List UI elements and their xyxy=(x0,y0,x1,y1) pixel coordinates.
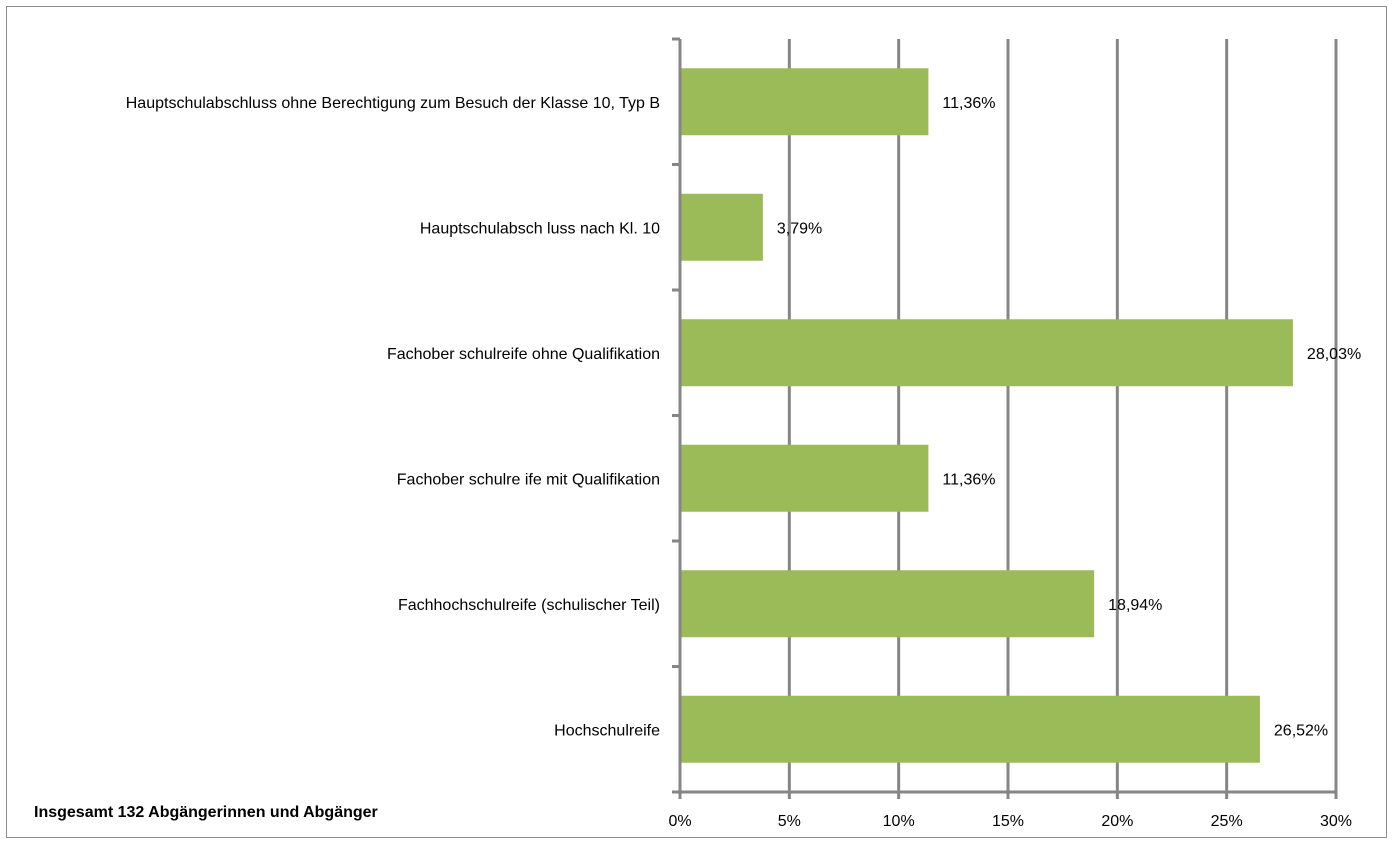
data-label: 26,52% xyxy=(1274,722,1328,739)
category-label: Fachober schulre ife mit Qualifikation xyxy=(397,471,660,488)
category-label: Hauptschulabsch luss nach Kl. 10 xyxy=(420,220,660,237)
labels: Hauptschulabschluss ohne Berechtigung zu… xyxy=(126,95,1361,830)
category-label: Fachhochschulreife (schulischer Teil) xyxy=(398,597,660,614)
x-tick-label: 30% xyxy=(1320,813,1352,830)
bar xyxy=(680,319,1293,387)
category-label: Hochschulreife xyxy=(554,722,660,739)
bars xyxy=(680,68,1293,763)
x-tick-label: 5% xyxy=(778,813,801,830)
data-label: 28,03% xyxy=(1307,346,1361,363)
gridlines xyxy=(787,39,1338,792)
x-tick-label: 15% xyxy=(992,813,1024,830)
category-label: Fachober schulreife ohne Qualifikation xyxy=(387,346,660,363)
x-tick-label: 25% xyxy=(1211,813,1243,830)
bar xyxy=(680,193,763,261)
data-label: 11,36% xyxy=(942,471,995,488)
data-label: 18,94% xyxy=(1108,597,1162,614)
bar xyxy=(680,570,1095,638)
bar xyxy=(680,444,929,512)
x-tick-label: 10% xyxy=(883,813,915,830)
bar xyxy=(680,68,929,136)
axes xyxy=(672,37,1338,799)
bar xyxy=(680,695,1260,763)
x-tick-label: 20% xyxy=(1101,813,1133,830)
category-label: Hauptschulabschluss ohne Berechtigung zu… xyxy=(126,95,660,112)
data-label: 11,36% xyxy=(942,95,995,112)
x-tick-label: 0% xyxy=(668,813,691,830)
chart-footnote: Insgesamt 132 Abgängerinnen und Abgänger xyxy=(34,804,378,821)
data-label: 3,79% xyxy=(777,220,822,237)
